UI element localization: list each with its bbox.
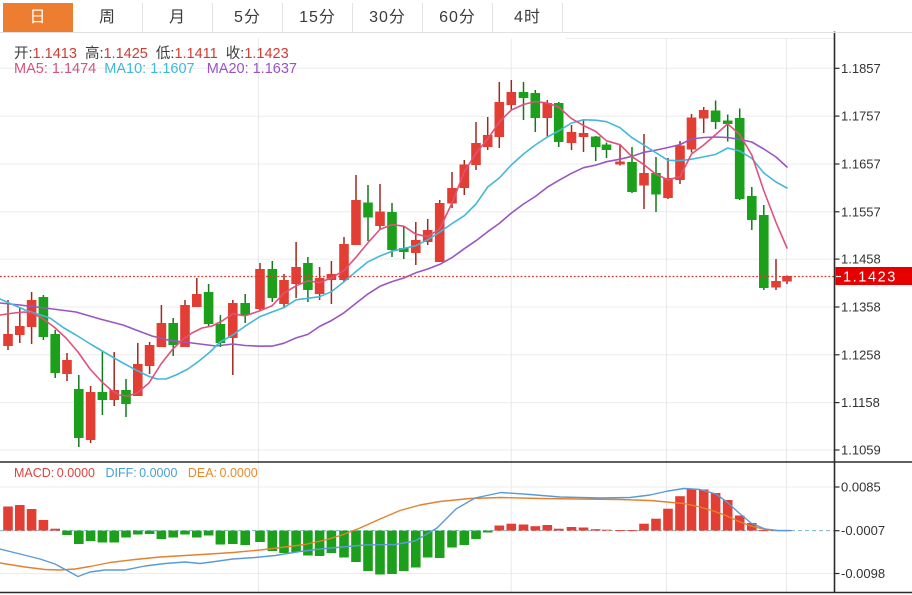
svg-text:1.1358: 1.1358 bbox=[841, 300, 881, 315]
svg-text:1.1059: 1.1059 bbox=[841, 443, 881, 458]
svg-text:1.1458: 1.1458 bbox=[841, 252, 881, 267]
svg-text:-0.0007: -0.0007 bbox=[841, 523, 885, 538]
svg-text:1.1757: 1.1757 bbox=[841, 109, 881, 124]
svg-text:-0.0098: -0.0098 bbox=[841, 566, 885, 581]
svg-text:1.1158: 1.1158 bbox=[841, 395, 880, 410]
svg-text:1.1557: 1.1557 bbox=[841, 204, 881, 219]
svg-text:1.1857: 1.1857 bbox=[841, 61, 881, 76]
svg-text:1.1657: 1.1657 bbox=[841, 157, 881, 172]
svg-text:1.1258: 1.1258 bbox=[841, 347, 881, 362]
svg-text:0.0085: 0.0085 bbox=[841, 480, 881, 495]
svg-text:1.1423: 1.1423 bbox=[843, 270, 897, 286]
